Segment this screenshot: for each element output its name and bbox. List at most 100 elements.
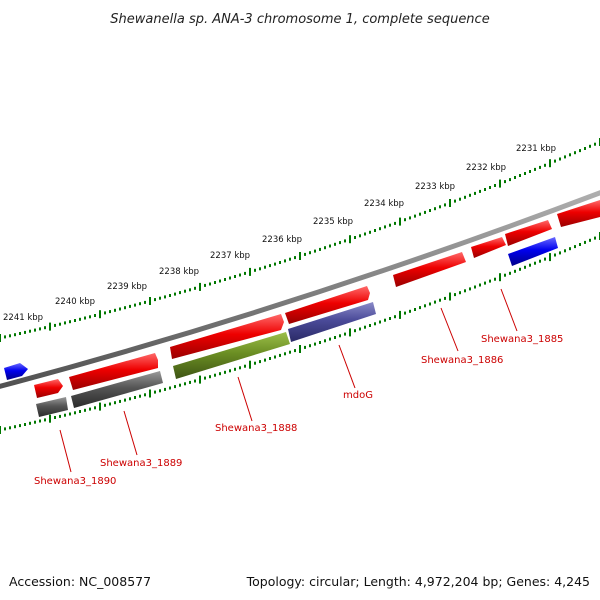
inner-scale-minor-tick: [239, 366, 241, 370]
inner-scale-major-tick: [399, 310, 401, 319]
gene-red-1885a[interactable]: [471, 237, 506, 258]
reverse-genes: [36, 237, 558, 417]
outer-scale-minor-tick: [474, 191, 476, 195]
gene-label-1890[interactable]: Shewana3_1890: [34, 476, 116, 487]
outer-scale-minor-tick: [154, 298, 156, 302]
inner-scale-minor-tick: [169, 386, 171, 390]
gene-green-1888[interactable]: [173, 332, 290, 379]
gene-label-1885[interactable]: Shewana3_1885: [481, 334, 563, 345]
inner-scale-minor-tick: [204, 376, 206, 380]
inner-scale-minor-tick: [494, 277, 496, 281]
gene-label-1889[interactable]: Shewana3_1889: [100, 458, 182, 469]
outer-scale-minor-tick: [344, 239, 346, 243]
outer-scale-minor-tick: [189, 288, 191, 292]
gene-gray-1889[interactable]: [71, 371, 163, 408]
outer-scale-minor-tick: [159, 296, 161, 300]
outer-scale-minor-tick: [529, 170, 531, 173]
outer-scale-minor-tick: [454, 199, 456, 203]
inner-scale-minor-tick: [544, 257, 546, 261]
outer-scale-minor-tick: [419, 212, 421, 216]
inner-scale-minor-tick: [424, 304, 426, 308]
inner-scale-minor-tick: [309, 344, 311, 348]
inner-scale-major-tick: [149, 389, 151, 398]
scale-label-2232: 2232 kbp: [466, 163, 506, 173]
inner-scale-major-tick: [499, 273, 501, 282]
gene-red-1885b[interactable]: [505, 220, 552, 246]
outer-scale-minor-tick: [569, 153, 571, 157]
outer-scale-minor-tick: [44, 326, 46, 330]
outer-scale-minor-tick: [544, 163, 546, 167]
inner-scale-minor-tick: [164, 387, 166, 391]
inner-scale-major-tick: [299, 345, 301, 353]
gene-red-mdoG[interactable]: [285, 286, 370, 324]
inner-scale-minor-tick: [189, 380, 191, 384]
inner-scale-minor-tick: [514, 269, 516, 273]
outer-scale-minor-tick: [584, 147, 586, 150]
outer-scale-minor-tick: [109, 310, 111, 314]
inner-scale-minor-tick: [519, 267, 521, 271]
outer-scale-minor-tick: [594, 142, 596, 146]
outer-scale-minor-tick: [29, 329, 31, 333]
inner-scale-minor-tick: [24, 423, 26, 426]
gene-red-1889[interactable]: [69, 353, 158, 390]
scale-label-2236: 2236 kbp: [262, 235, 302, 245]
gene-label-1886[interactable]: Shewana3_1886: [421, 355, 503, 366]
outer-scale-major-tick: [99, 310, 101, 319]
inner-scale-minor-tick: [314, 342, 316, 346]
outer-scale-minor-tick: [134, 303, 136, 307]
outer-scale-minor-tick: [364, 232, 366, 236]
outer-scale-minor-tick: [494, 184, 496, 187]
inner-scale-minor-tick: [529, 263, 531, 267]
outer-scale-minor-tick: [229, 276, 231, 280]
inner-scale-minor-tick: [534, 261, 536, 265]
outer-scale-minor-tick: [284, 259, 286, 263]
outer-scale-minor-tick: [394, 221, 396, 225]
inner-scale-minor-tick: [409, 309, 411, 313]
outer-scale-minor-tick: [539, 165, 541, 169]
outer-scale-minor-tick: [84, 316, 86, 320]
outer-scale-minor-tick: [264, 265, 266, 269]
outer-scale-minor-tick: [4, 335, 6, 339]
gene-purple-mdoG[interactable]: [288, 302, 376, 342]
gene-red-1886[interactable]: [393, 252, 466, 287]
inner-scale-minor-tick: [154, 390, 156, 394]
outer-scale-major-tick: [299, 252, 301, 260]
inner-scale-minor-tick: [444, 296, 446, 300]
gene-gray-1890[interactable]: [36, 397, 68, 417]
inner-scale-minor-tick: [304, 345, 306, 349]
inner-scale-minor-tick: [329, 337, 331, 341]
inner-scale-major-tick: [549, 253, 551, 262]
outer-scale-minor-tick: [439, 205, 441, 209]
outer-scale-minor-tick: [294, 256, 296, 260]
outer-scale-minor-tick: [564, 155, 566, 159]
outer-scale-minor-tick: [219, 279, 221, 283]
inner-scale-minor-tick: [134, 396, 136, 399]
inner-scale-minor-tick: [594, 236, 596, 240]
outer-scale-minor-tick: [79, 317, 81, 321]
gene-red-1888[interactable]: [170, 314, 284, 359]
outer-scale-minor-tick: [64, 321, 66, 325]
scale-label-2241: 2241 kbp: [3, 313, 43, 323]
gene-red-1890[interactable]: [34, 379, 63, 398]
outer-scale-minor-tick: [524, 172, 526, 175]
outer-scale-minor-tick: [119, 307, 121, 311]
gene-red-right[interactable]: [557, 200, 600, 227]
outer-scale-minor-tick: [379, 227, 381, 231]
inner-scale-minor-tick: [434, 300, 436, 304]
gene-label-mdoG[interactable]: mdoG: [343, 390, 373, 401]
outer-scale-minor-tick: [389, 223, 391, 227]
outer-scale-minor-tick: [174, 292, 176, 296]
inner-scale-minor-tick: [259, 360, 261, 364]
outer-scale-minor-tick: [334, 242, 336, 246]
outer-scale-minor-tick: [74, 319, 76, 322]
outer-scale-minor-tick: [19, 332, 21, 335]
inner-scale-minor-tick: [509, 271, 511, 275]
outer-scale-minor-tick: [534, 167, 536, 171]
gene-blue-left[interactable]: [4, 363, 28, 380]
inner-scale-minor-tick: [174, 385, 176, 389]
gene-label-1888[interactable]: Shewana3_1888: [215, 423, 297, 434]
scale-label-2231: 2231 kbp: [516, 144, 556, 154]
outer-scale-minor-tick: [354, 236, 356, 239]
gene-blue-1885[interactable]: [508, 237, 558, 266]
outer-scale-major-tick: [549, 159, 551, 168]
